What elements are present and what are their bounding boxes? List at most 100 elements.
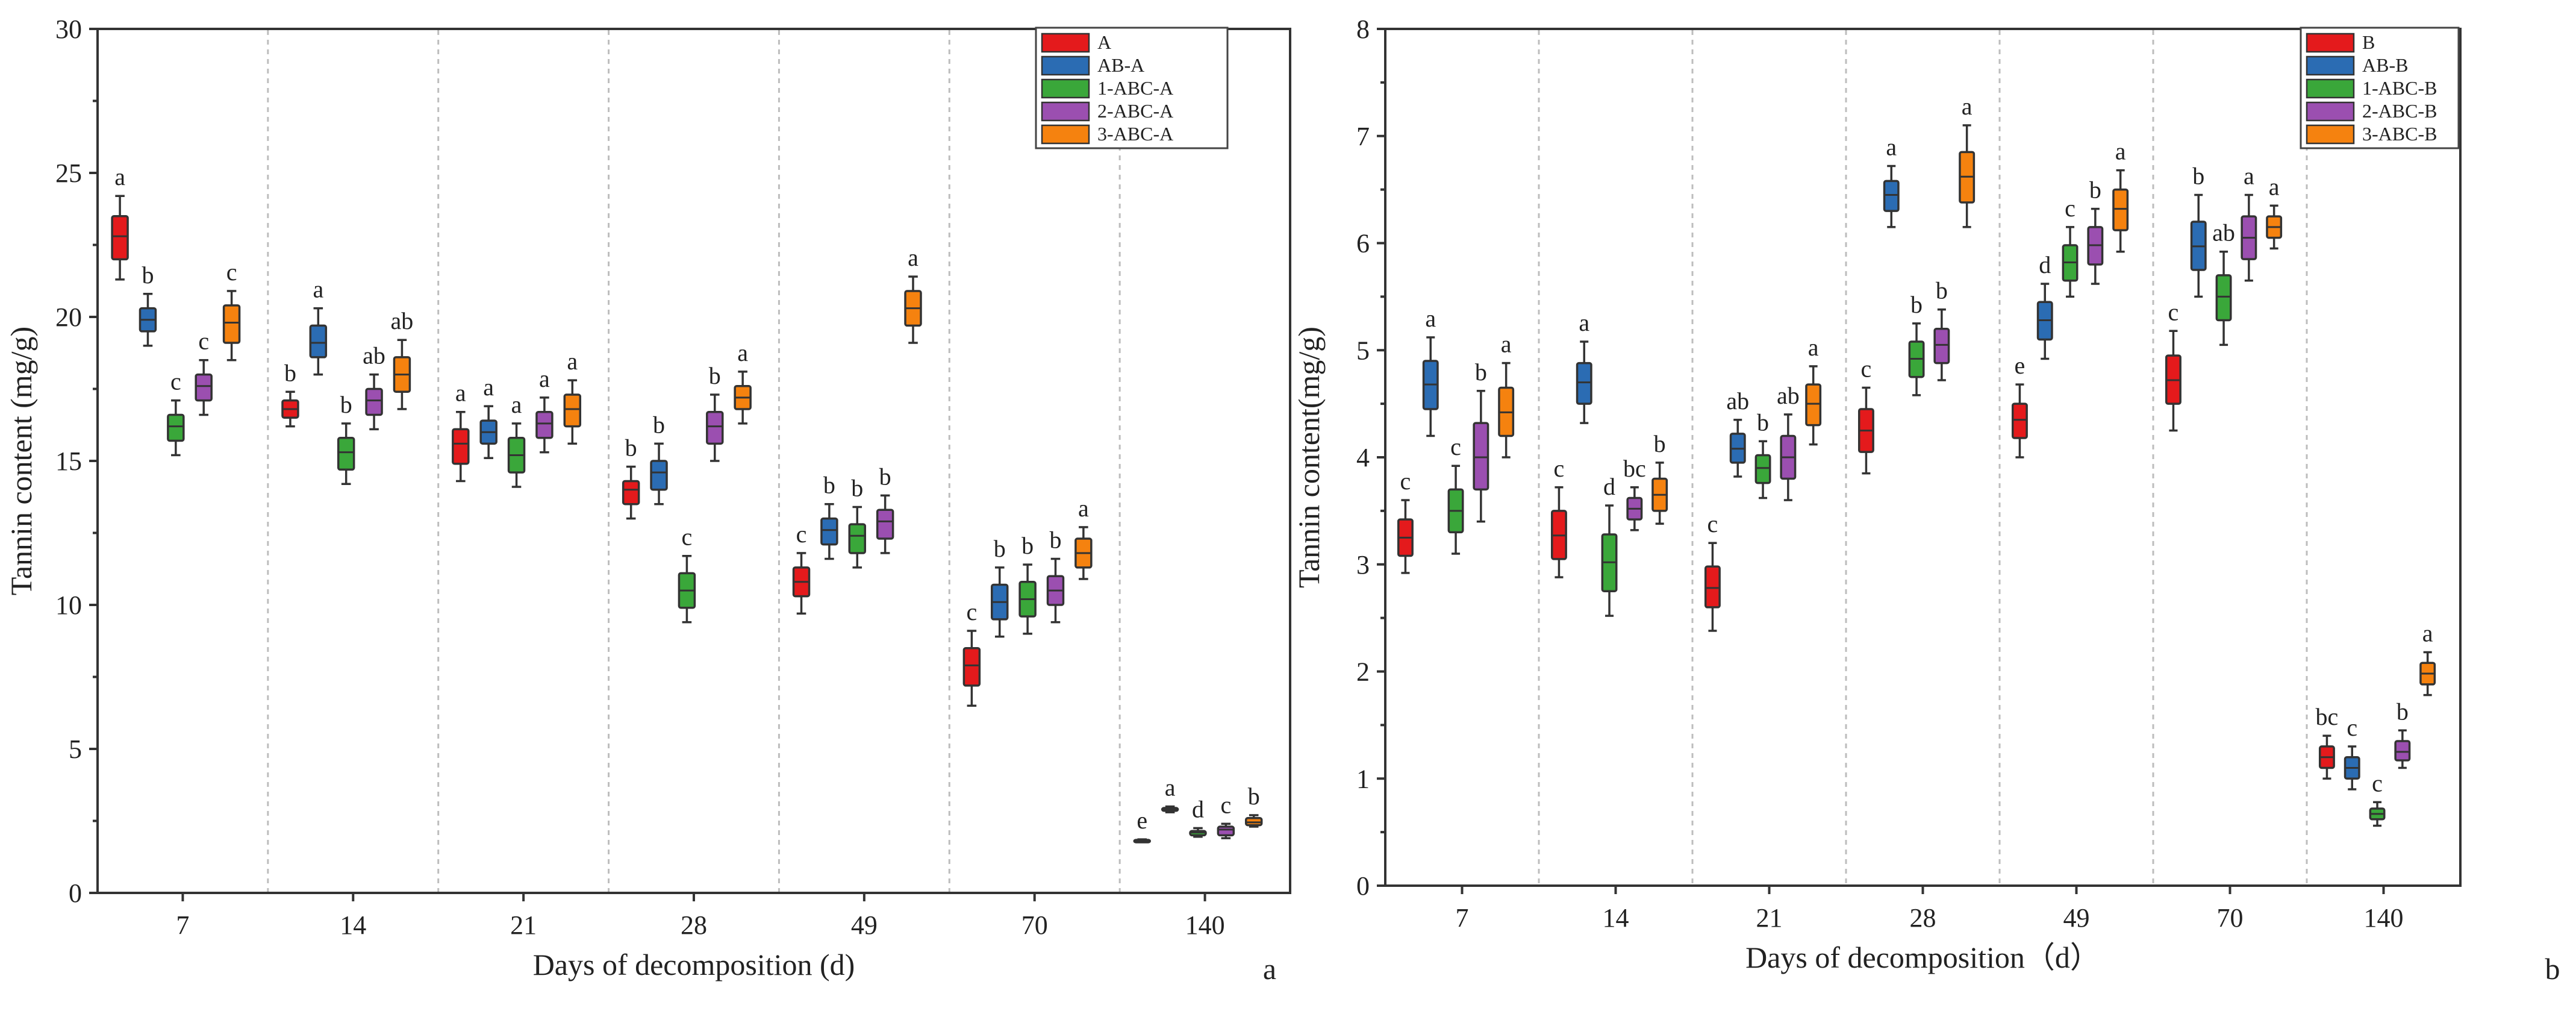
legend-label: A xyxy=(1097,31,1111,53)
significance-label: ab xyxy=(2212,219,2235,246)
box-AB-A-70: b xyxy=(991,535,1009,638)
box-body xyxy=(337,437,355,471)
legend-swatch xyxy=(2306,55,2355,76)
box-AB-A-49: b xyxy=(820,472,838,560)
legend-label: 2-ABC-B xyxy=(2362,100,2437,122)
legend-label: 1-ABC-B xyxy=(2362,77,2437,99)
y-tick-label: 30 xyxy=(55,14,82,44)
y-tick-label: 0 xyxy=(69,878,82,908)
x-tick-label: 21 xyxy=(510,910,537,940)
box-2-ABC-B-7: b xyxy=(1473,358,1489,523)
box-A-70: c xyxy=(962,598,981,707)
panel-b: 0 1 2 3 4 5 6 7 8 7 14 21 28 49 70 140 Days of decomposi… xyxy=(1292,14,2560,986)
box-body xyxy=(1473,422,1489,491)
y-tick-label: 10 xyxy=(55,590,82,620)
box-3-ABC-B-49: a xyxy=(2112,138,2129,253)
legend-swatch xyxy=(1041,101,1090,122)
box-B-49: e xyxy=(2011,352,2028,459)
box-body xyxy=(848,523,866,554)
box-body xyxy=(1217,825,1235,837)
significance-label: c xyxy=(1220,791,1231,818)
panel-a: 0 5 10 15 20 25 30 7 14 21 28 49 70 140 Days of decomp… xyxy=(4,14,1291,986)
box-A-28: b xyxy=(622,434,640,520)
box-3-ABC-A-21: a xyxy=(563,348,582,445)
box-AB-B-28: a xyxy=(1883,134,1900,228)
x-tick-label: 21 xyxy=(1756,903,1783,933)
box-body xyxy=(2011,402,2028,439)
box-3-ABC-B-140: a xyxy=(2419,620,2436,696)
significance-label: b xyxy=(142,261,154,289)
significance-label: e xyxy=(2015,352,2026,379)
significance-label: ab xyxy=(1726,387,1749,415)
box-body xyxy=(706,410,724,445)
significance-label: b xyxy=(2192,163,2204,190)
box-1-ABC-B-28: b xyxy=(1908,291,1925,396)
box-2-ABC-B-21: ab xyxy=(1777,382,1800,501)
significance-label: a xyxy=(1886,134,1897,161)
significance-label: b xyxy=(625,434,637,462)
box-A-14: b xyxy=(281,359,299,428)
significance-label: bc xyxy=(2316,703,2339,730)
significance-label: b xyxy=(1021,532,1034,559)
significance-label: ab xyxy=(363,342,385,369)
y-tick-label: 8 xyxy=(1356,14,1370,44)
box-body xyxy=(167,413,185,442)
box-B-7: c xyxy=(1397,468,1414,574)
x-tick-label: 28 xyxy=(681,910,707,940)
significance-label: a xyxy=(1425,305,1436,332)
significance-label: a xyxy=(2422,620,2433,647)
y-tick-label: 20 xyxy=(55,302,82,332)
box-body xyxy=(820,517,838,546)
box-2-ABC-B-28: b xyxy=(1933,277,1950,381)
significance-label: b xyxy=(1049,527,1061,554)
box-B-70: c xyxy=(2165,298,2181,432)
box-2-ABC-A-21: a xyxy=(535,365,554,454)
significance-label: c xyxy=(1400,468,1411,495)
box-body xyxy=(365,387,383,416)
significance-label: b xyxy=(2089,177,2101,204)
box-1-ABC-B-140: c xyxy=(2369,769,2386,827)
box-3-ABC-B-21: a xyxy=(1805,334,1822,446)
significance-label: b xyxy=(284,359,296,386)
significance-label: a xyxy=(1501,331,1512,358)
significance-label: c xyxy=(2347,714,2357,741)
x-tick-label: 14 xyxy=(1603,903,1629,933)
legend-label: 2-ABC-A xyxy=(1097,100,1173,122)
significance-label: b xyxy=(1757,408,1769,436)
y-tick-label: 1 xyxy=(1356,764,1370,793)
significance-label: b xyxy=(823,472,835,499)
box-2-ABC-A-14: ab xyxy=(363,342,385,431)
box-body xyxy=(1805,383,1822,427)
legend-swatch xyxy=(2306,124,2355,145)
box-2-ABC-A-140: c xyxy=(1217,791,1235,839)
significance-label: c xyxy=(2372,769,2383,797)
significance-label: a xyxy=(1078,495,1089,522)
box-3-ABC-B-28: a xyxy=(1959,93,1976,228)
significance-label: a xyxy=(1962,93,1973,120)
box-body xyxy=(1754,454,1771,484)
box-1-ABC-B-7: c xyxy=(1447,433,1464,555)
significance-label: c xyxy=(796,521,807,548)
y-tick-label: 15 xyxy=(55,446,82,476)
box-body xyxy=(622,480,640,506)
legend-swatch xyxy=(1041,55,1090,76)
box-A-49: c xyxy=(792,521,811,615)
box-3-ABC-A-28: a xyxy=(734,339,752,425)
significance-label: b xyxy=(1475,358,1487,386)
significance-label: a xyxy=(539,365,550,392)
legend-swatch xyxy=(2306,78,2355,99)
box-AB-B-21: ab xyxy=(1726,387,1749,478)
significance-label: c xyxy=(1450,433,1461,460)
plot-frame xyxy=(1384,28,2462,887)
box-AB-B-49: d xyxy=(2036,251,2053,360)
box-3-ABC-A-14: ab xyxy=(391,307,414,410)
box-1-ABC-A-14: b xyxy=(337,391,355,485)
significance-label: a xyxy=(114,163,125,190)
y-tick-label: 25 xyxy=(55,158,82,188)
box-3-ABC-A-70: a xyxy=(1074,495,1093,580)
box-2-ABC-A-49: b xyxy=(876,463,894,554)
box-AB-B-140: c xyxy=(2344,714,2360,790)
y-tick-label: 4 xyxy=(1356,443,1370,472)
legend-swatch xyxy=(1041,33,1090,53)
significance-label: ab xyxy=(391,307,414,334)
